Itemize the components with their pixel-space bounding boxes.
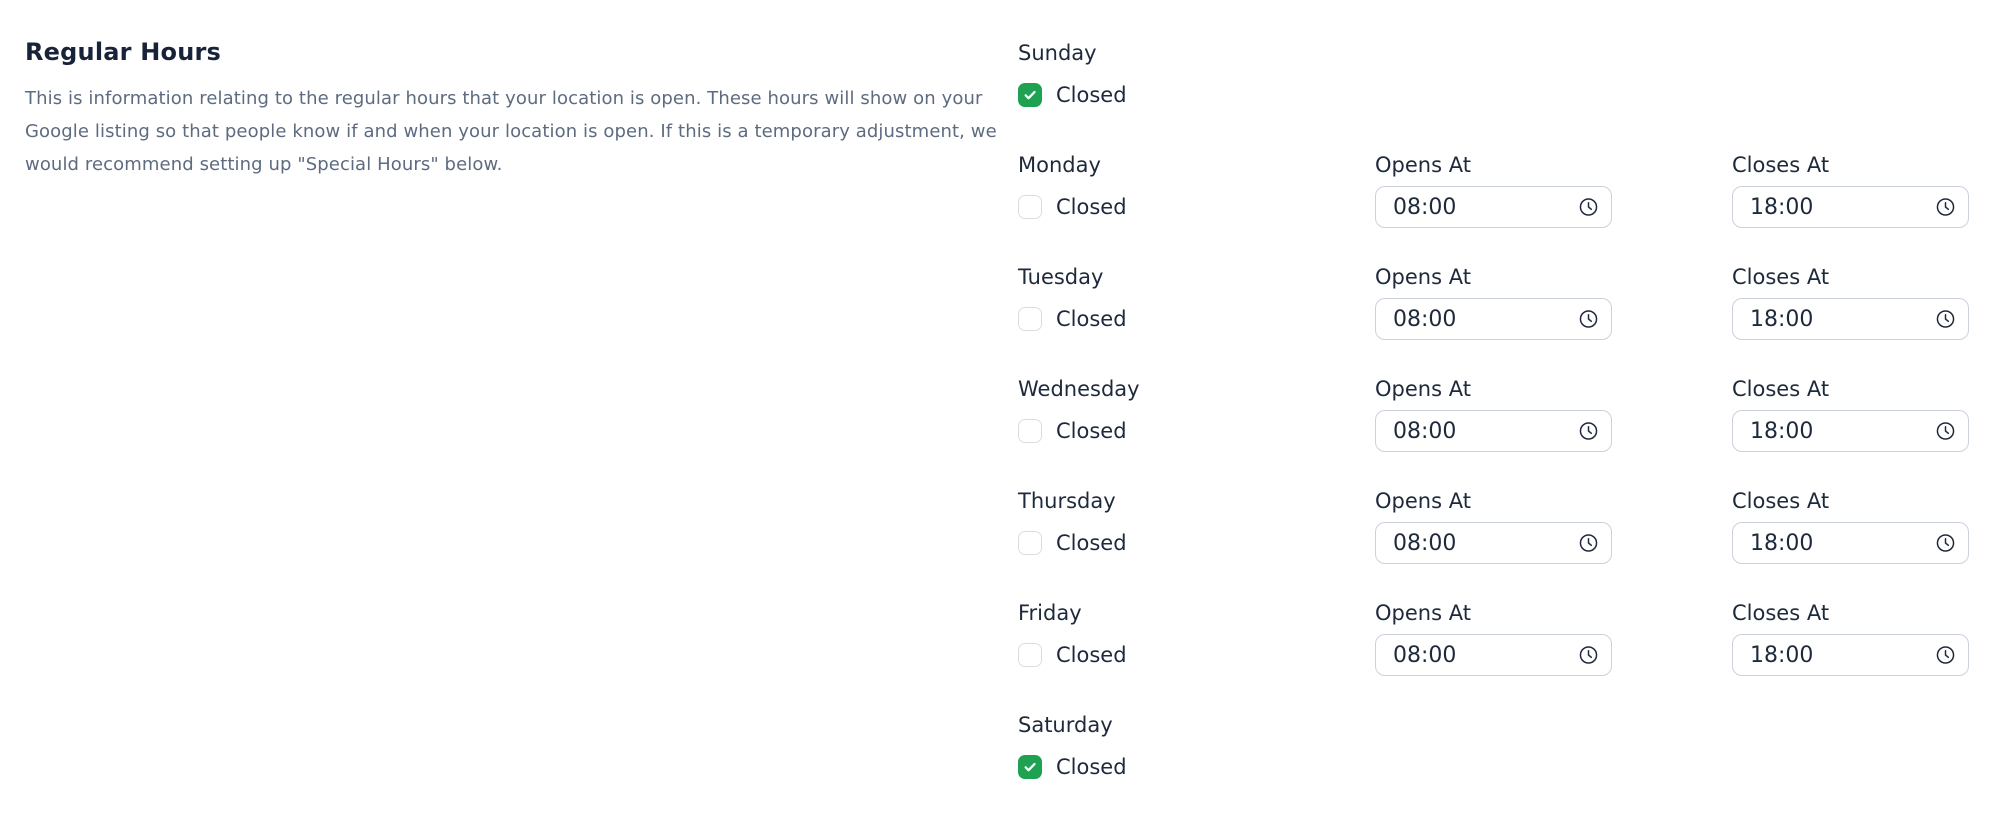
clock-icon[interactable]: [1578, 533, 1599, 554]
opens-at-column: Opens At: [1375, 376, 1732, 452]
closed-label: Closed: [1056, 307, 1127, 331]
day-group-friday: Friday Closed Opens At Clos: [1018, 600, 1978, 676]
opens-at-field: [1375, 298, 1612, 340]
opens-at-input[interactable]: [1375, 522, 1612, 564]
opens-at-column: Opens At: [1375, 488, 1732, 564]
clock-icon[interactable]: [1578, 645, 1599, 666]
closes-at-column: Closes At: [1732, 600, 1969, 676]
closed-checkbox[interactable]: [1018, 643, 1042, 667]
closes-at-input[interactable]: [1732, 186, 1969, 228]
clock-icon[interactable]: [1935, 421, 1956, 442]
closed-label: Closed: [1056, 83, 1127, 107]
opens-at-input[interactable]: [1375, 410, 1612, 452]
closes-at-input[interactable]: [1732, 298, 1969, 340]
closes-at-label: Closes At: [1732, 265, 1830, 289]
opens-at-label: Opens At: [1375, 265, 1471, 289]
closes-at-field: [1732, 634, 1969, 676]
day-label: Saturday: [1018, 713, 1113, 737]
closes-at-input[interactable]: [1732, 634, 1969, 676]
closes-at-label: Closes At: [1732, 153, 1830, 177]
day-label: Tuesday: [1018, 265, 1104, 289]
closes-at-label: Closes At: [1732, 601, 1830, 625]
day-column: Monday Closed: [1018, 152, 1375, 228]
opens-at-label: Opens At: [1375, 153, 1471, 177]
clock-icon[interactable]: [1935, 533, 1956, 554]
day-label: Thursday: [1018, 489, 1116, 513]
page-title: Regular Hours: [25, 38, 222, 66]
closes-at-column: Closes At: [1732, 152, 1969, 228]
closes-at-field: [1732, 410, 1969, 452]
closed-checkbox[interactable]: [1018, 755, 1042, 779]
closed-label: Closed: [1056, 531, 1127, 555]
closes-at-label: Closes At: [1732, 489, 1830, 513]
day-label: Wednesday: [1018, 377, 1140, 401]
opens-at-field: [1375, 522, 1612, 564]
opens-at-input[interactable]: [1375, 186, 1612, 228]
opens-at-input[interactable]: [1375, 298, 1612, 340]
weekly-hours-form: Sunday Closed Monday Closed: [1018, 40, 1978, 824]
checkmark-icon: [1024, 762, 1036, 772]
day-label: Monday: [1018, 153, 1101, 177]
closes-at-input[interactable]: [1732, 410, 1969, 452]
day-column: Sunday Closed: [1018, 40, 1375, 116]
closed-label: Closed: [1056, 643, 1127, 667]
clock-icon[interactable]: [1578, 197, 1599, 218]
opens-at-field: [1375, 634, 1612, 676]
closes-at-input[interactable]: [1732, 522, 1969, 564]
day-label: Friday: [1018, 601, 1082, 625]
closed-label: Closed: [1056, 419, 1127, 443]
opens-at-field: [1375, 186, 1612, 228]
opens-at-column: Opens At: [1375, 264, 1732, 340]
page-description: This is information relating to the regu…: [25, 88, 997, 175]
closes-at-column: Closes At: [1732, 376, 1969, 452]
day-column: Tuesday Closed: [1018, 264, 1375, 340]
closes-at-field: [1732, 186, 1969, 228]
clock-icon[interactable]: [1935, 309, 1956, 330]
opens-at-column: Opens At: [1375, 152, 1732, 228]
day-group-thursday: Thursday Closed Opens At Cl: [1018, 488, 1978, 564]
opens-at-label: Opens At: [1375, 601, 1471, 625]
closed-checkbox[interactable]: [1018, 531, 1042, 555]
closed-checkbox[interactable]: [1018, 419, 1042, 443]
clock-icon[interactable]: [1578, 309, 1599, 330]
opens-at-input[interactable]: [1375, 634, 1612, 676]
closed-label: Closed: [1056, 755, 1127, 779]
day-column: Thursday Closed: [1018, 488, 1375, 564]
opens-at-label: Opens At: [1375, 377, 1471, 401]
opens-at-field: [1375, 410, 1612, 452]
opens-at-label: Opens At: [1375, 489, 1471, 513]
day-column: Saturday Closed: [1018, 712, 1375, 788]
day-column: Friday Closed: [1018, 600, 1375, 676]
closed-checkbox[interactable]: [1018, 307, 1042, 331]
day-group-monday: Monday Closed Opens At Clos: [1018, 152, 1978, 228]
day-group-tuesday: Tuesday Closed Opens At Clo: [1018, 264, 1978, 340]
closes-at-field: [1732, 298, 1969, 340]
closes-at-column: Closes At: [1732, 488, 1969, 564]
day-column: Wednesday Closed: [1018, 376, 1375, 452]
checkmark-icon: [1024, 90, 1036, 100]
clock-icon[interactable]: [1935, 197, 1956, 218]
day-group-wednesday: Wednesday Closed Opens At C: [1018, 376, 1978, 452]
day-group-saturday: Saturday Closed: [1018, 712, 1978, 788]
opens-at-column: Opens At: [1375, 600, 1732, 676]
closes-at-field: [1732, 522, 1969, 564]
regular-hours-intro: Regular Hours This is information relati…: [25, 38, 1015, 181]
closes-at-label: Closes At: [1732, 377, 1830, 401]
day-label: Sunday: [1018, 41, 1097, 65]
closed-checkbox[interactable]: [1018, 195, 1042, 219]
closes-at-column: Closes At: [1732, 264, 1969, 340]
clock-icon[interactable]: [1935, 645, 1956, 666]
closed-label: Closed: [1056, 195, 1127, 219]
day-group-sunday: Sunday Closed: [1018, 40, 1978, 116]
clock-icon[interactable]: [1578, 421, 1599, 442]
closed-checkbox[interactable]: [1018, 83, 1042, 107]
